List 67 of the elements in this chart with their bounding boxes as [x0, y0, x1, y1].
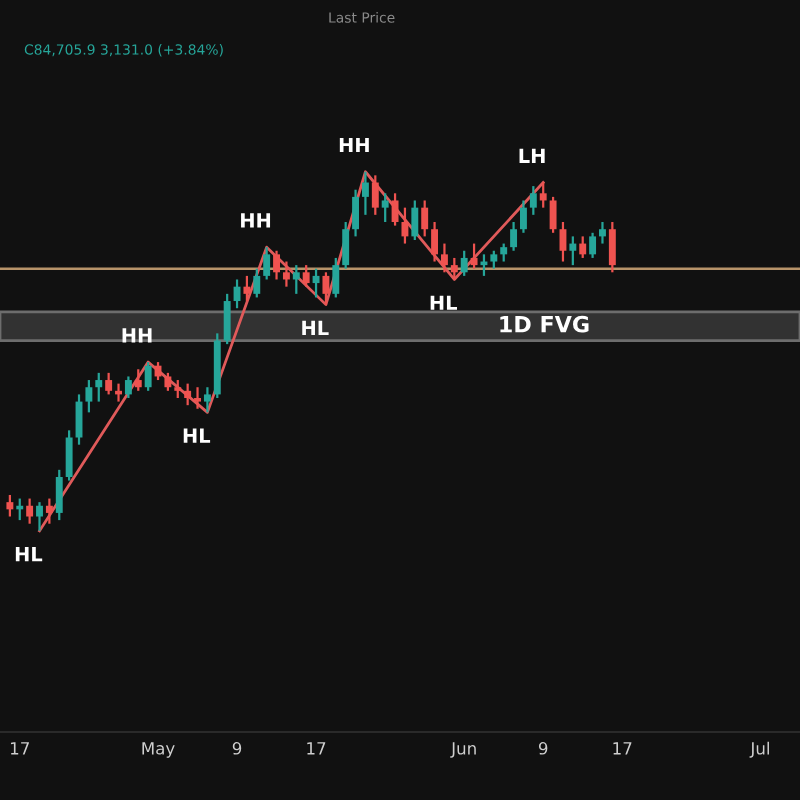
candlestick [361, 170, 369, 216]
annotation: HH [339, 137, 369, 153]
x-tick-label: 9 [232, 742, 242, 755]
candlestick [243, 274, 251, 303]
x-tick-label: May [142, 742, 175, 758]
candlestick [302, 264, 310, 288]
candlestick [431, 220, 439, 263]
candlestick [460, 249, 468, 277]
candlestick [391, 192, 399, 227]
annotation: HL [430, 295, 458, 310]
x-tick-label: Jul [749, 741, 769, 758]
candlestick [223, 292, 231, 346]
annotation: HH [241, 213, 271, 228]
candlestick [282, 260, 290, 288]
candlestick [470, 242, 478, 270]
candlestick [352, 188, 360, 238]
candlestick [520, 199, 527, 234]
candlestick [529, 185, 537, 216]
candlestick [322, 271, 330, 306]
candlestick [85, 378, 93, 414]
candlestick [569, 235, 577, 267]
candlestick [105, 371, 113, 396]
candlestick [292, 264, 300, 295]
candlestick [124, 375, 132, 400]
candlestick [273, 249, 280, 281]
candlestick [55, 468, 63, 522]
candlestick [450, 256, 458, 281]
candlestick [381, 192, 389, 224]
x-tick-label: Jun [450, 742, 476, 758]
candlestick [263, 246, 271, 281]
candlestick [6, 493, 14, 518]
x-tick-label: 17 [10, 742, 29, 755]
candlestick [539, 181, 547, 209]
candlestick [440, 242, 448, 274]
band-label: 1D FVG [500, 315, 589, 333]
annotation: HL [302, 320, 329, 335]
candlestick [253, 267, 261, 299]
candlestick [65, 429, 73, 482]
candlestick [194, 386, 201, 410]
candlestick [579, 235, 587, 260]
candlestick [95, 371, 103, 403]
x-tick-label: 17 [307, 742, 326, 755]
candlestick [401, 206, 409, 245]
candlestick [184, 382, 192, 407]
candlestick [342, 220, 350, 270]
candlestick [134, 368, 142, 392]
x-tick-label: 17 [613, 742, 632, 755]
candlestick [608, 220, 616, 274]
candlestick [144, 360, 152, 392]
candlestick [312, 267, 320, 299]
annotation: HL [15, 547, 43, 562]
annotation: HL [183, 428, 211, 443]
candlestick [411, 199, 419, 242]
candlestick [332, 256, 340, 299]
x-tick-label: 9 [538, 742, 548, 755]
candlestick [203, 386, 211, 414]
candlestick [45, 497, 53, 525]
candlestick [36, 501, 43, 532]
candlestick [589, 231, 597, 260]
candlestick [510, 220, 518, 252]
annotation: HH [122, 328, 152, 343]
candlestick [549, 195, 557, 234]
candlestick [26, 497, 34, 525]
candlestick [599, 220, 606, 245]
candlestick [421, 199, 429, 238]
candlestick [371, 174, 379, 216]
annotation: LH [519, 148, 545, 163]
